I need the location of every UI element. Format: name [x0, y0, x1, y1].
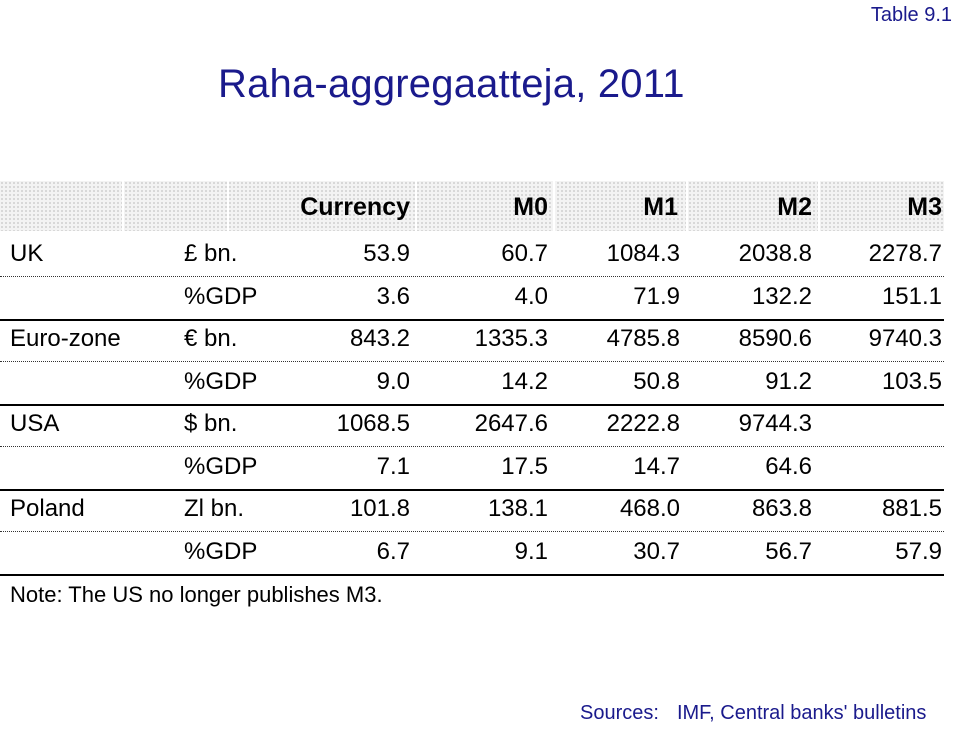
row-value: 9740.3 — [868, 325, 942, 352]
row-value: 4.0 — [514, 282, 548, 310]
header-divider — [553, 181, 555, 231]
row-value: 14.2 — [501, 367, 548, 395]
header-divider — [227, 181, 229, 231]
row-unit: %GDP — [184, 367, 258, 395]
table-header — [0, 181, 944, 231]
row-unit: %GDP — [184, 282, 258, 310]
row-value: 9.1 — [514, 537, 548, 565]
row-value: 56.7 — [765, 537, 812, 565]
sources-text: IMF, Central banks' bulletins — [676, 702, 927, 724]
row-value: 881.5 — [881, 495, 942, 522]
row-value: 2038.8 — [738, 240, 812, 267]
row-value: 1335.3 — [474, 325, 548, 352]
column-header-m3: M3 — [907, 193, 942, 221]
row-value: 50.8 — [633, 367, 680, 395]
column-header-m1: M1 — [643, 193, 678, 221]
row-value: 468.0 — [619, 495, 680, 522]
table-row: %GDP 9.0 14.2 50.8 91.2 103.5 — [0, 362, 944, 406]
column-header-currency: Currency — [300, 193, 410, 221]
row-value: 2278.7 — [868, 240, 942, 267]
column-header-m2: M2 — [777, 193, 812, 221]
row-value: 101.8 — [349, 495, 410, 522]
row-value: 30.7 — [633, 537, 680, 565]
row-value: 1068.5 — [336, 410, 410, 437]
row-value: 4785.8 — [606, 325, 680, 352]
row-value: 103.5 — [881, 367, 942, 395]
row-unit: Zl bn. — [184, 495, 245, 522]
sources-line: Sources: IMF, Central banks' bulletins — [580, 702, 926, 725]
header-divider — [122, 181, 124, 231]
row-value: 6.7 — [376, 537, 410, 565]
row-value: 7.1 — [376, 452, 410, 480]
table-row: Poland Zl bn. 101.8 138.1 468.0 863.8 881.5 — [0, 489, 944, 532]
row-value: 91.2 — [765, 367, 812, 395]
row-unit: $ bn. — [184, 410, 238, 437]
table-row: UK £ bn. 53.9 60.7 1084.3 2038.8 2278.7 — [0, 234, 944, 277]
row-value: 8590.6 — [738, 325, 812, 352]
row-country: UK — [10, 240, 44, 267]
column-header-m0: M0 — [513, 193, 548, 221]
row-value: 14.7 — [633, 452, 680, 480]
row-value: 138.1 — [487, 495, 548, 522]
row-value: 2647.6 — [474, 410, 548, 437]
sources-label: Sources: — [580, 702, 659, 724]
row-value: 151.1 — [881, 282, 942, 310]
row-value: 9.0 — [376, 367, 410, 395]
row-value: 2222.8 — [606, 410, 680, 437]
page-title: Raha-aggregaatteja, 2011 — [218, 62, 685, 106]
row-country: Euro-zone — [10, 325, 121, 352]
row-value: 57.9 — [895, 537, 942, 565]
row-value: 60.7 — [501, 240, 548, 267]
table-number: Table 9.1 — [870, 4, 952, 26]
row-unit: £ bn. — [184, 240, 238, 267]
table-note: Note: The US no longer publishes M3. — [10, 582, 383, 607]
row-country: USA — [10, 410, 60, 437]
row-unit: € bn. — [184, 325, 238, 352]
table-row: %GDP 6.7 9.1 30.7 56.7 57.9 — [0, 532, 944, 576]
row-unit: %GDP — [184, 537, 258, 565]
row-value: 9744.3 — [738, 410, 812, 437]
row-value: 17.5 — [501, 452, 548, 480]
row-value: 132.2 — [751, 282, 812, 310]
row-value: 1084.3 — [606, 240, 680, 267]
row-value: 64.6 — [765, 452, 812, 480]
table-row: %GDP 3.6 4.0 71.9 132.2 151.1 — [0, 277, 944, 321]
header-divider — [415, 181, 417, 231]
row-unit: %GDP — [184, 452, 258, 480]
row-value: 843.2 — [349, 325, 410, 352]
header-divider — [818, 181, 820, 231]
header-divider — [686, 181, 688, 231]
row-value: 863.8 — [751, 495, 812, 522]
row-value: 3.6 — [376, 282, 410, 310]
row-country: Poland — [10, 495, 85, 522]
table-row: Euro-zone € bn. 843.2 1335.3 4785.8 8590.6 974… — [0, 319, 944, 362]
table-row: %GDP 7.1 17.5 14.7 64.6 — [0, 447, 944, 491]
table-row: USA $ bn. 1068.5 2647.6 2222.8 9744.3 — [0, 404, 944, 447]
row-value: 71.9 — [633, 282, 680, 310]
row-value: 53.9 — [363, 240, 410, 267]
